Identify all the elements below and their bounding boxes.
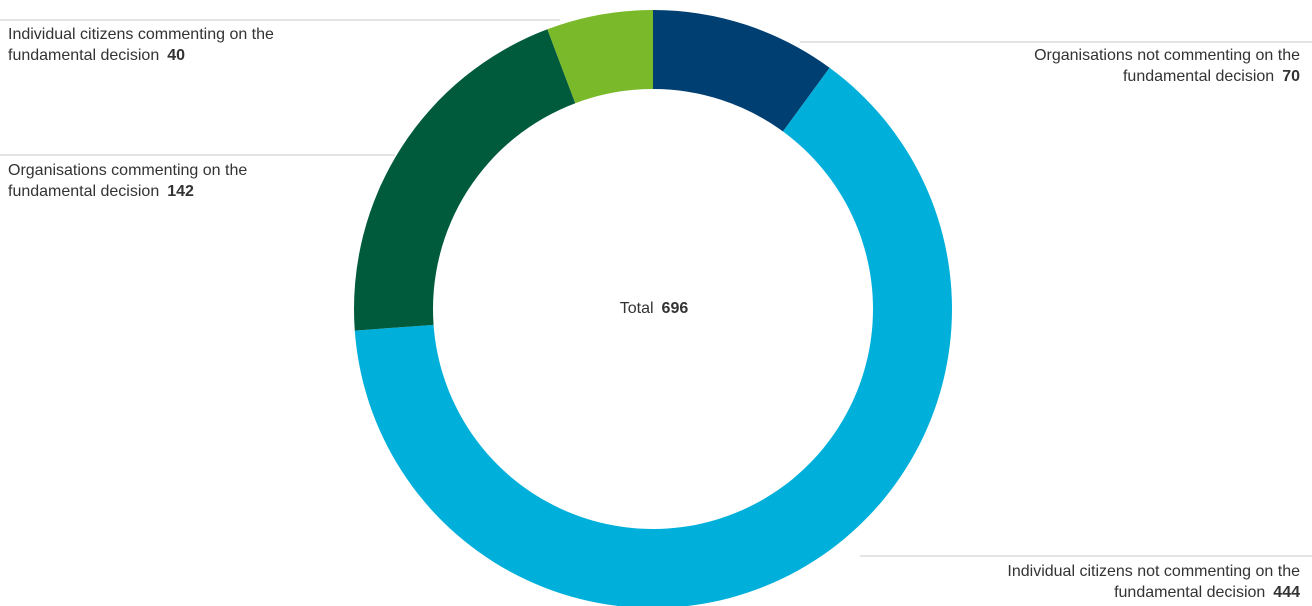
center-text: Total: [619, 300, 654, 317]
donut-segment: [354, 67, 952, 606]
category-label: Individual citizens not commenting on th…: [1007, 563, 1300, 601]
segment-label: Organisations not commenting on the fund…: [980, 45, 1300, 87]
donut-segment: [653, 10, 830, 132]
category-label: Organisations not commenting on the fund…: [1034, 47, 1300, 85]
value-label: 444: [1273, 584, 1300, 601]
donut-segment: [354, 29, 576, 331]
segment-label: Individual citizens commenting on the fu…: [8, 24, 308, 66]
segment-label: Individual citizens not commenting on th…: [980, 561, 1300, 603]
segment-label: Organisations commenting on the fundamen…: [8, 160, 308, 202]
value-label: 142: [167, 183, 194, 200]
value-label: 40: [167, 47, 186, 64]
total: 696: [661, 300, 689, 317]
donut-segment: [547, 10, 653, 104]
center-label: Total 696: [554, 300, 754, 318]
value-label: 70: [1282, 68, 1300, 85]
category-label: Individual citizens commenting on the fu…: [8, 26, 274, 64]
category-label: Organisations commenting on the fundamen…: [8, 162, 248, 200]
